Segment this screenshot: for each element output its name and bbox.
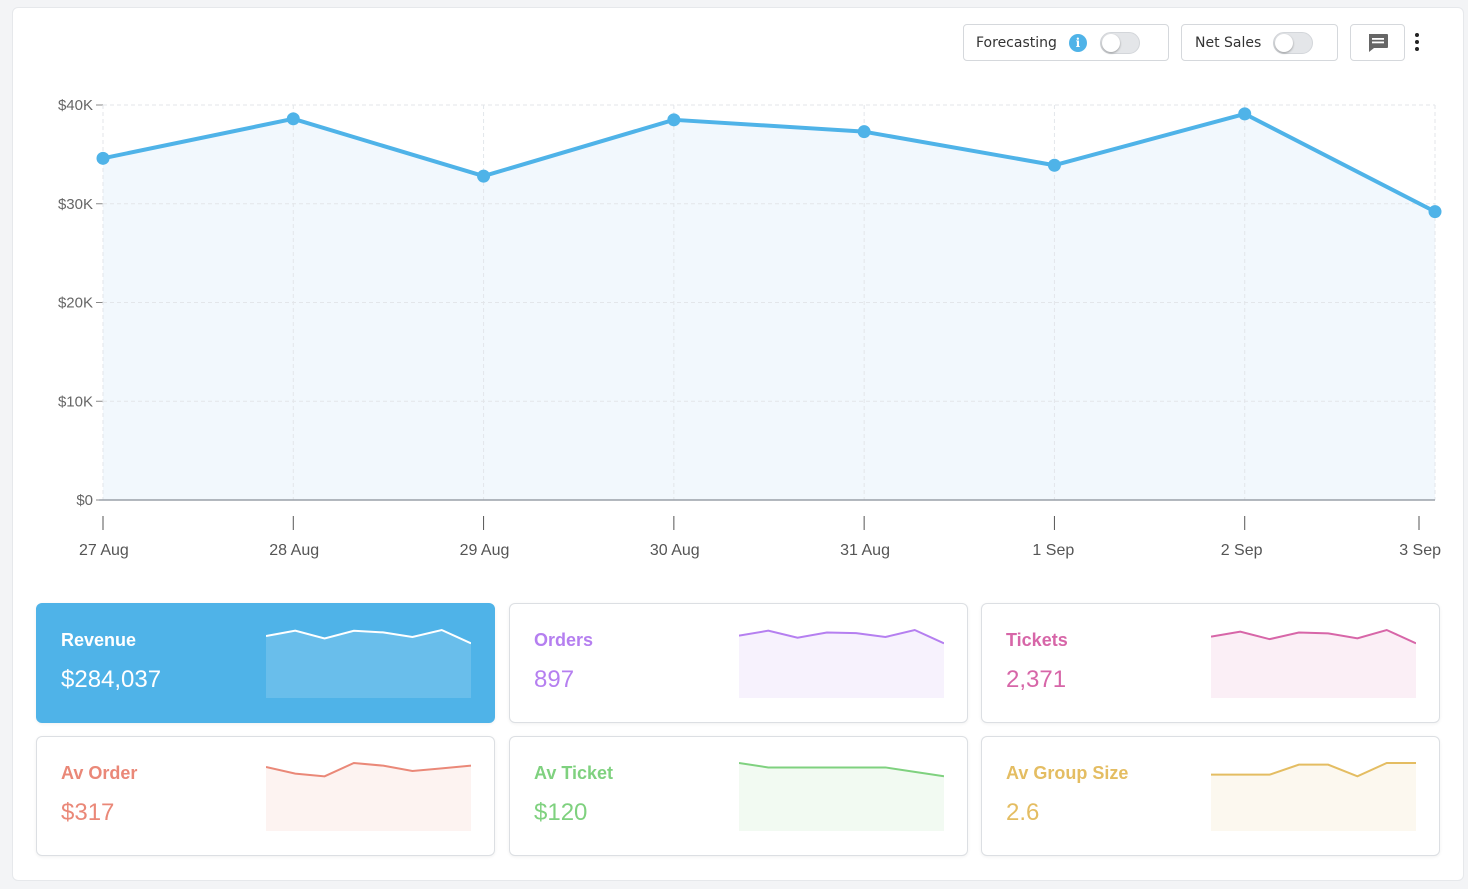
sparkline [739,628,944,698]
y-tick-label: $20K [58,295,93,312]
more-vertical-icon[interactable] [1412,33,1422,55]
metric-tile-av-group-size[interactable]: Av Group Size 2.6 [981,736,1440,856]
sparkline-line [739,628,944,645]
x-tick-label: 1 Sep [1032,542,1074,559]
data-point [96,151,110,165]
data-point [1047,158,1061,172]
metric-tile-orders[interactable]: Orders 897 [509,603,968,723]
sparkline-area [1211,763,1416,831]
revenue-line-chart: $0 $10K $20K $30K $40K 27 Aug 28 Aug 29 Aug 30 A… [58,97,1442,559]
sparkline [1211,628,1416,698]
forecasting-label: Forecasting [976,34,1057,51]
revenue-series-line [102,111,1436,214]
sparkline-line [266,628,471,645]
y-tick-label: $0 [76,492,93,509]
forecasting-toggle[interactable] [1099,31,1140,54]
x-tick-label: 2 Sep [1221,542,1263,559]
data-point [477,169,491,183]
metric-label: Tickets [1006,630,1068,650]
sparkline [266,628,471,698]
comments-button[interactable] [1350,24,1405,61]
net-sales-toggle[interactable] [1273,31,1314,54]
sparkline [1211,762,1416,831]
sparkline-area [266,763,471,831]
toggle-knob [1275,33,1294,52]
x-tick-label: 28 Aug [269,542,319,559]
sparkline-area [739,630,944,698]
net-sales-label: Net Sales [1195,34,1262,51]
sparkline-area [1211,630,1416,698]
metric-tile-revenue[interactable]: Revenue $284,037 [36,603,495,723]
sparkline-area [739,763,944,831]
x-tick-label: 3 Sep [1399,542,1441,559]
toggle-knob [1101,33,1120,52]
metric-tile-av-ticket[interactable]: Av Ticket $120 [509,736,968,856]
y-tick-label: $30K [58,196,93,213]
comment-icon [1368,33,1388,52]
x-tick-label: 29 Aug [460,542,510,559]
sparkline-line [266,761,471,778]
metric-label: Orders [534,630,594,650]
metric-label: Av Ticket [534,763,614,783]
metric-value: $120 [534,799,588,826]
net-sales-toggle-control[interactable]: Net Sales [1181,24,1338,61]
metric-value: $317 [61,799,115,826]
metric-tile-av-order[interactable]: Av Order $317 [36,736,495,856]
sparkline-area [266,630,471,698]
data-point [1238,107,1252,121]
metric-label: Revenue [61,630,137,650]
sparkline-line [1211,628,1416,645]
sparkline-line [1211,762,1416,778]
x-tick-label: 27 Aug [79,542,129,559]
metric-tile-tickets[interactable]: Tickets 2,371 [981,603,1440,723]
sparkline [266,761,471,831]
area-fill [103,113,1435,500]
x-tick-label: 30 Aug [650,542,700,559]
data-point [667,113,681,127]
metric-label: Av Order [61,763,138,783]
metric-value: 2.6 [1006,799,1040,826]
metric-value: 897 [534,666,575,693]
metric-value: $284,037 [61,666,162,693]
metric-value: 2,371 [1006,666,1067,693]
data-point [857,125,871,139]
y-tick-label: $40K [58,97,93,114]
sparkline-line [739,762,944,778]
sparkline [739,762,944,831]
data-point [1428,205,1442,219]
data-point [286,112,300,126]
info-icon[interactable]: i [1068,33,1087,52]
x-tick-label: 31 Aug [840,542,890,559]
metric-label: Av Group Size [1006,763,1129,783]
y-tick-label: $10K [58,393,93,410]
forecasting-toggle-control[interactable]: Forecasting i [963,24,1169,61]
